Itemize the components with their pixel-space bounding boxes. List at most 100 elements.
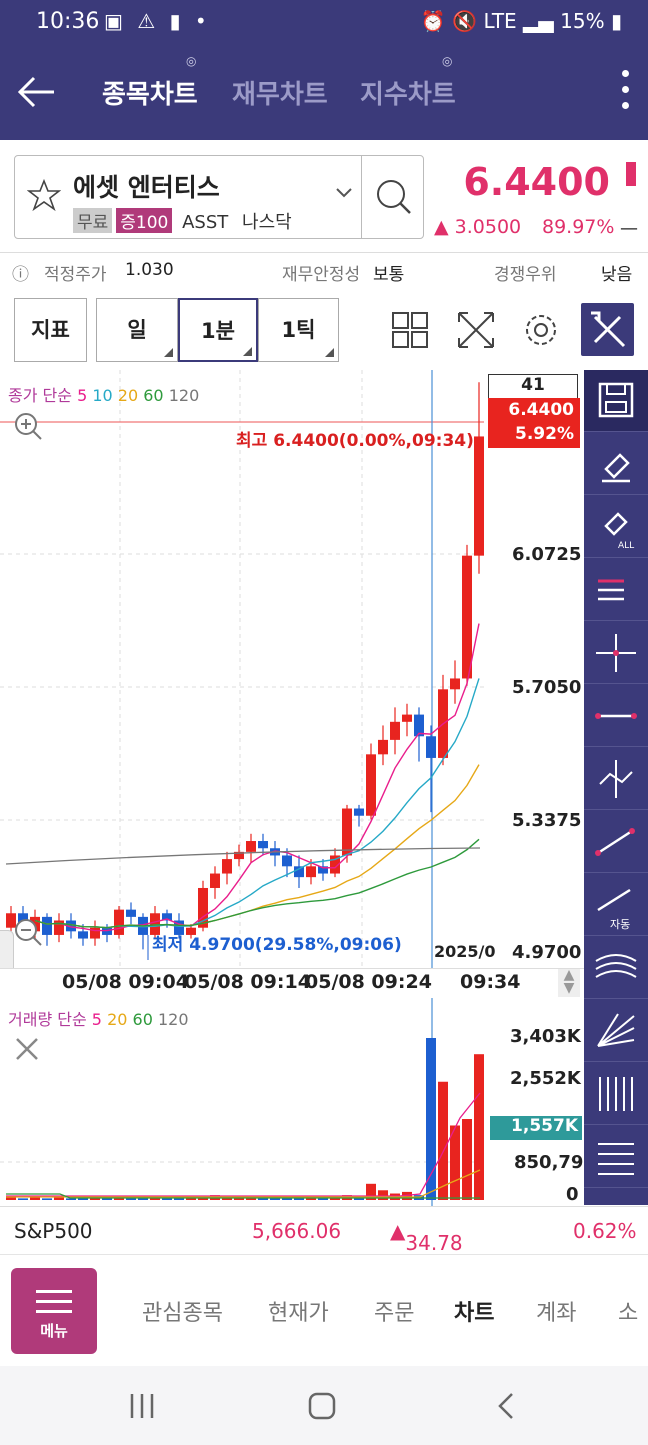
cycle-line-button[interactable] bbox=[584, 1063, 648, 1125]
period-day-button[interactable]: 일 bbox=[96, 298, 178, 362]
help-icon[interactable]: ⓘ bbox=[12, 265, 29, 285]
volume-bar bbox=[126, 1198, 136, 1200]
volume-bar bbox=[174, 1198, 184, 1200]
fibonacci-button[interactable] bbox=[584, 1126, 648, 1188]
candle-down bbox=[354, 808, 364, 816]
candle-down bbox=[66, 920, 76, 932]
chevron-down-icon[interactable] bbox=[335, 186, 353, 200]
nav-account[interactable]: 계좌 bbox=[536, 1301, 577, 1326]
star-icon[interactable] bbox=[27, 178, 61, 212]
candle-down bbox=[162, 913, 172, 921]
current-price: 6.4400 bbox=[463, 160, 610, 204]
close-icon[interactable] bbox=[10, 1032, 44, 1066]
recent-apps-icon[interactable] bbox=[126, 1390, 158, 1422]
price-flag-icon bbox=[626, 162, 636, 186]
candle-down bbox=[42, 916, 52, 935]
back-icon[interactable] bbox=[490, 1390, 522, 1422]
legend-ma20: 20 bbox=[117, 386, 139, 405]
stability-value: 보통 bbox=[373, 265, 405, 285]
home-icon[interactable] bbox=[306, 1390, 338, 1422]
volume-bar bbox=[54, 1196, 64, 1200]
period-1tick-button[interactable]: 1틱 bbox=[258, 298, 339, 362]
search-button[interactable] bbox=[361, 156, 424, 238]
settings-gear-icon[interactable] bbox=[521, 310, 561, 350]
nav-chart[interactable]: 차트 bbox=[454, 1301, 495, 1326]
trend-line-button[interactable] bbox=[584, 811, 648, 873]
system-icons: ⏰ 🔇 LTE ▂▄ 15% ▮ bbox=[420, 9, 622, 33]
svg-text:자동: 자동 bbox=[610, 918, 630, 931]
index-name: S&P500 bbox=[14, 1219, 93, 1243]
nav-order[interactable]: 주문 bbox=[374, 1301, 415, 1326]
y-tick-4: 4.9700 bbox=[512, 942, 582, 963]
more-menu-icon[interactable] bbox=[620, 70, 630, 114]
drawing-tools-button[interactable] bbox=[581, 303, 634, 356]
vertical-line-button[interactable] bbox=[584, 748, 648, 810]
legend-ma10: 10 bbox=[92, 386, 113, 405]
index-ticker[interactable]: S&P500 5,666.06 ▲ 34.78 0.62% bbox=[0, 1206, 648, 1255]
battery-level: 15% bbox=[560, 9, 605, 33]
tab-index-chart[interactable]: 지수차트 bbox=[360, 80, 456, 110]
legend-ma120: 120 bbox=[168, 386, 200, 405]
stock-selector[interactable]: 에셋 엔터티스 무료 증100 ASST 나스닥 bbox=[14, 155, 424, 239]
bottom-navigation: 메뉴 관심종목 현재가 주문 차트 계좌 소 bbox=[0, 1254, 648, 1366]
index-change: ▲ 34.78 bbox=[390, 1219, 463, 1255]
arc-line-button[interactable] bbox=[584, 937, 648, 999]
candle-down bbox=[426, 736, 436, 758]
nav-quote[interactable]: 현재가 bbox=[268, 1301, 329, 1326]
save-button[interactable] bbox=[584, 370, 648, 432]
erase-all-button[interactable]: ALL bbox=[584, 496, 648, 558]
candle-down bbox=[414, 714, 424, 737]
candle-up bbox=[330, 855, 340, 874]
tab-financial-chart[interactable]: 재무차트 bbox=[232, 80, 328, 110]
expand-icon[interactable] bbox=[456, 310, 496, 350]
volume-bar bbox=[378, 1190, 388, 1200]
eraser-button[interactable] bbox=[584, 433, 648, 495]
x-axis-scroll-icon[interactable]: ▲ ▼ bbox=[558, 968, 580, 997]
vol-tick-3: 850,799 bbox=[514, 1152, 596, 1173]
x-axis[interactable]: 05/08 09:04 05/08 09:14 05/08 09:24 09:3… bbox=[0, 968, 584, 998]
competition-label: 경쟁우위 bbox=[494, 265, 557, 285]
y-tick-2: 5.7050 bbox=[512, 677, 582, 698]
volume-bar bbox=[102, 1198, 112, 1200]
back-arrow-icon[interactable] bbox=[14, 70, 58, 114]
cross-line-button[interactable] bbox=[584, 622, 648, 684]
volume-bar bbox=[354, 1198, 364, 1200]
index-change-value: 34.78 bbox=[405, 1231, 463, 1255]
hamburger-icon bbox=[36, 1290, 72, 1313]
hcl-line-button[interactable] bbox=[584, 559, 648, 621]
indicator-button[interactable]: 지표 bbox=[14, 298, 87, 362]
stock-name: 에셋 엔터티스 bbox=[73, 173, 220, 202]
vol-legend-ma120: 120 bbox=[157, 1010, 189, 1029]
candle-down bbox=[294, 866, 304, 878]
horizontal-line-icon bbox=[595, 713, 637, 719]
margin-tag: 증100 bbox=[116, 208, 173, 233]
drawing-sidebar: ALL 자동 bbox=[584, 370, 648, 1205]
zoom-in-icon[interactable] bbox=[12, 410, 44, 442]
horizontal-line-button[interactable] bbox=[584, 685, 648, 747]
svg-text:ALL: ALL bbox=[618, 541, 634, 551]
volume-chart[interactable]: 거래량 단순 5 20 60 120 3,403K 2,552K 850,799… bbox=[0, 998, 596, 1206]
zoom-out-icon[interactable] bbox=[12, 916, 44, 948]
volume-bar bbox=[6, 1196, 16, 1200]
candle-down bbox=[282, 855, 292, 867]
last-pct-label: 5.92% bbox=[515, 424, 574, 444]
period-1min-button[interactable]: 1분 bbox=[178, 298, 258, 362]
price-legend: 종가 단순 5 10 20 60 120 bbox=[8, 382, 199, 406]
fan-line-icon bbox=[597, 1013, 635, 1047]
candle-up bbox=[246, 841, 256, 852]
network-label: LTE bbox=[483, 9, 517, 33]
status-time: 10:36 bbox=[36, 9, 100, 34]
auto-trend-button[interactable]: 자동 bbox=[584, 874, 648, 936]
price-chart[interactable]: 종가 단순 5 10 20 60 120 41 6.4400 5.92% 최고 … bbox=[0, 370, 584, 990]
fan-line-button[interactable] bbox=[584, 1000, 648, 1062]
grid-layout-icon[interactable] bbox=[390, 310, 430, 350]
stock-ticker: ASST bbox=[182, 212, 229, 233]
menu-button[interactable]: 메뉴 bbox=[11, 1268, 97, 1354]
volume-legend: 거래량 단순 5 20 60 120 bbox=[8, 1006, 189, 1030]
nav-more[interactable]: 소 bbox=[618, 1301, 639, 1326]
trend-line-icon bbox=[595, 828, 635, 856]
chart-toolbar: 지표 일 1분 1틱 bbox=[0, 296, 648, 366]
nav-watchlist[interactable]: 관심종목 bbox=[142, 1301, 223, 1326]
candle-up bbox=[462, 555, 472, 679]
tab-stock-chart[interactable]: 종목차트 bbox=[102, 80, 198, 110]
